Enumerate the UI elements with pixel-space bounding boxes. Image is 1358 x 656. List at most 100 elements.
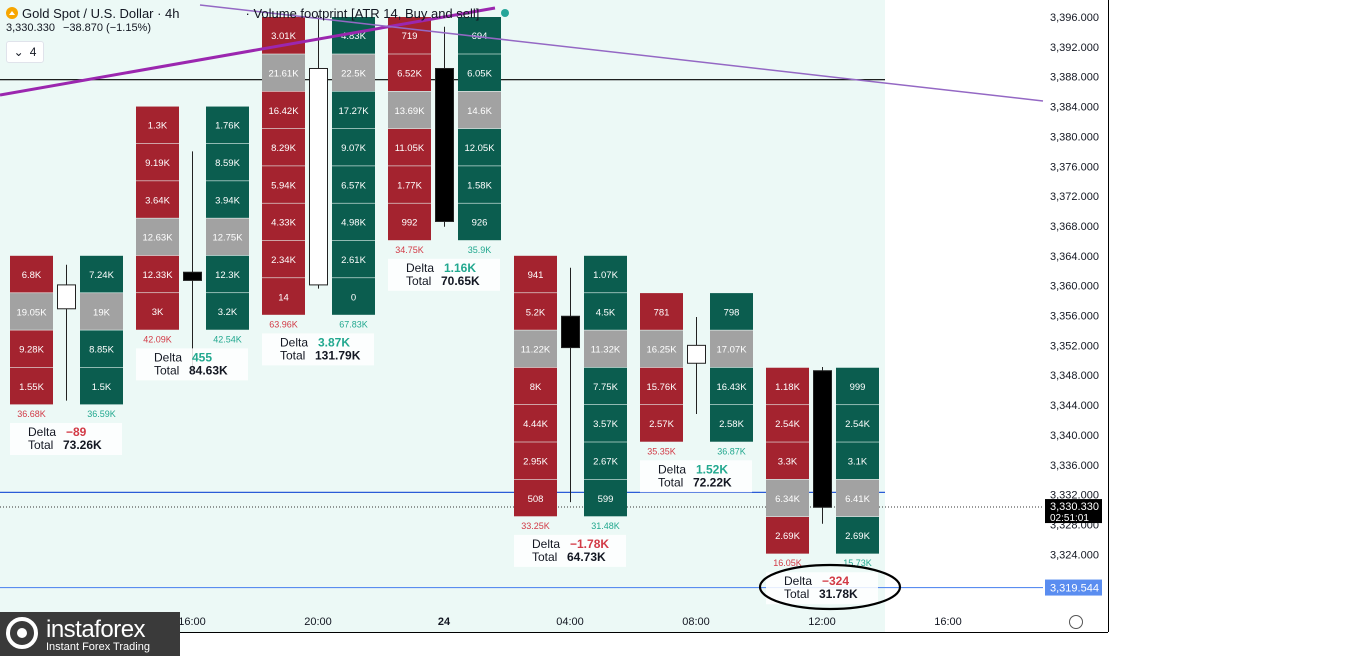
sell-volume-label: 6.34K bbox=[775, 494, 800, 505]
price-tick-label: 3,364.000 bbox=[1050, 251, 1099, 263]
sell-cell bbox=[514, 442, 557, 479]
sell-cell bbox=[514, 405, 557, 442]
sell-volume-label: 8.29K bbox=[271, 143, 296, 154]
time-tick-label: 04:00 bbox=[556, 616, 584, 628]
sell-volume-label: 12.33K bbox=[142, 270, 173, 281]
buy-cell bbox=[332, 166, 375, 203]
sell-cell bbox=[766, 367, 809, 405]
buy-cell bbox=[206, 143, 249, 181]
sell-cell bbox=[388, 166, 431, 203]
chevron-down-icon: ⌄ bbox=[13, 45, 24, 59]
total-caption: Total bbox=[658, 475, 683, 489]
buy-volume-label: 7.24K bbox=[89, 270, 114, 281]
price-tick-label: 3,340.000 bbox=[1050, 430, 1099, 442]
purple-trend-line bbox=[0, 6, 496, 97]
buy-volume-label: 12.75K bbox=[212, 233, 243, 244]
buy-cell bbox=[80, 293, 123, 330]
total-value: 73.26K bbox=[63, 438, 102, 452]
buy-volume-label: 798 bbox=[724, 307, 740, 318]
buy-total-label: 31.48K bbox=[591, 521, 620, 531]
total-value: 31.78K bbox=[819, 587, 858, 601]
buy-cell bbox=[206, 293, 249, 330]
buy-volume-label: 16.43K bbox=[716, 382, 747, 393]
sell-cell bbox=[640, 330, 683, 368]
buy-cell bbox=[584, 367, 627, 405]
delta-caption: Delta bbox=[532, 537, 560, 551]
candle-body bbox=[435, 67, 454, 222]
price-tick-label: 3,356.000 bbox=[1050, 311, 1099, 323]
total-caption: Total bbox=[280, 348, 305, 362]
buy-cell bbox=[836, 405, 879, 442]
sell-cell bbox=[10, 255, 53, 293]
time-tick-label: 20:00 bbox=[304, 616, 332, 628]
price-tick-label: 3,380.000 bbox=[1050, 131, 1099, 143]
sell-volume-label: 5.2K bbox=[526, 307, 546, 318]
buy-cell bbox=[584, 255, 627, 293]
buy-volume-label: 2.61K bbox=[341, 255, 366, 266]
delta-total-box bbox=[262, 333, 374, 366]
indicator-title[interactable]: · Volume footprint [ATR 14, Buy and sell… bbox=[245, 5, 480, 21]
buy-total-label: 36.87K bbox=[717, 446, 746, 456]
buy-volume-label: 3.94K bbox=[215, 195, 240, 206]
sell-cell bbox=[766, 442, 809, 480]
buy-cell bbox=[332, 91, 375, 129]
buy-volume-label: 19K bbox=[93, 307, 111, 318]
footprint-bar-1: 1.3K 1.76K 9.19K 8.59K 3.64K 3.94K 12.63K 12.75… bbox=[136, 106, 249, 381]
buy-cell bbox=[584, 405, 627, 442]
sell-cell bbox=[262, 166, 305, 203]
collapse-indicators-button[interactable]: ⌄ 4 bbox=[6, 41, 44, 63]
buy-cell bbox=[710, 293, 753, 330]
buy-total-label: 15.73K bbox=[843, 558, 872, 568]
sell-volume-label: 508 bbox=[528, 494, 544, 505]
sell-cell bbox=[640, 293, 683, 330]
sell-volume-label: 19.05K bbox=[16, 307, 47, 318]
sell-volume-label: 992 bbox=[402, 218, 418, 229]
buy-volume-label: 11.32K bbox=[591, 345, 621, 356]
sell-volume-label: 11.05K bbox=[395, 143, 425, 154]
time-tick-label: 12:00 bbox=[808, 616, 836, 628]
buy-cell bbox=[836, 367, 879, 405]
price-tick-label: 3,376.000 bbox=[1050, 161, 1099, 173]
price-tick-label: 3,360.000 bbox=[1050, 281, 1099, 293]
price-tick-label: 3,384.000 bbox=[1050, 102, 1099, 114]
lavender-trend-line bbox=[199, 4, 1044, 102]
buy-cell bbox=[710, 330, 753, 368]
delta-caption: Delta bbox=[280, 335, 308, 349]
delta-total-box bbox=[640, 460, 752, 493]
delta-value: −324 bbox=[822, 574, 849, 588]
indicator-count: 4 bbox=[29, 45, 37, 59]
buy-volume-label: 7.75K bbox=[593, 382, 618, 393]
buy-cell bbox=[206, 255, 249, 293]
buy-volume-label: 3.2K bbox=[218, 307, 238, 318]
sell-volume-label: 16.25K bbox=[646, 345, 677, 356]
buy-volume-label: 6.57K bbox=[341, 180, 366, 191]
total-caption: Total bbox=[154, 363, 179, 377]
buy-cell bbox=[80, 367, 123, 405]
buy-volume-label: 4.98K bbox=[341, 218, 366, 229]
price-tick-label: 3,388.000 bbox=[1050, 72, 1099, 84]
sell-cell bbox=[514, 293, 557, 330]
buy-volume-label: 926 bbox=[472, 218, 488, 229]
time-tick-label: 16:00 bbox=[934, 616, 962, 628]
total-value: 84.63K bbox=[189, 363, 228, 377]
sell-cell bbox=[262, 128, 305, 166]
time-tick-label: 16:00 bbox=[178, 616, 206, 628]
buy-volume-label: 12.3K bbox=[215, 270, 240, 281]
buy-total-label: 36.59K bbox=[87, 409, 116, 419]
buy-volume-label: 0 bbox=[351, 292, 356, 303]
settings-gear-icon[interactable] bbox=[1069, 615, 1083, 629]
buy-cell bbox=[458, 128, 501, 166]
sell-cell bbox=[766, 516, 809, 554]
sell-total-label: 33.25K bbox=[521, 521, 550, 531]
sell-cell bbox=[262, 91, 305, 129]
sell-cell bbox=[514, 367, 557, 405]
sell-cell bbox=[766, 405, 809, 442]
buy-volume-label: 17.07K bbox=[716, 345, 747, 356]
buy-cell bbox=[332, 203, 375, 241]
symbol-title[interactable]: Gold Spot / U.S. Dollar · 4h bbox=[22, 5, 180, 21]
sell-total-label: 35.35K bbox=[647, 446, 676, 456]
last-price-axis-label: 3,330.330 bbox=[1050, 501, 1099, 513]
footprint-bars: 6.8K 7.24K 19.05K 19K 9.28K 8.85K 1.55K 1.5K 36.… bbox=[10, 15, 879, 605]
total-caption: Total bbox=[28, 438, 53, 452]
